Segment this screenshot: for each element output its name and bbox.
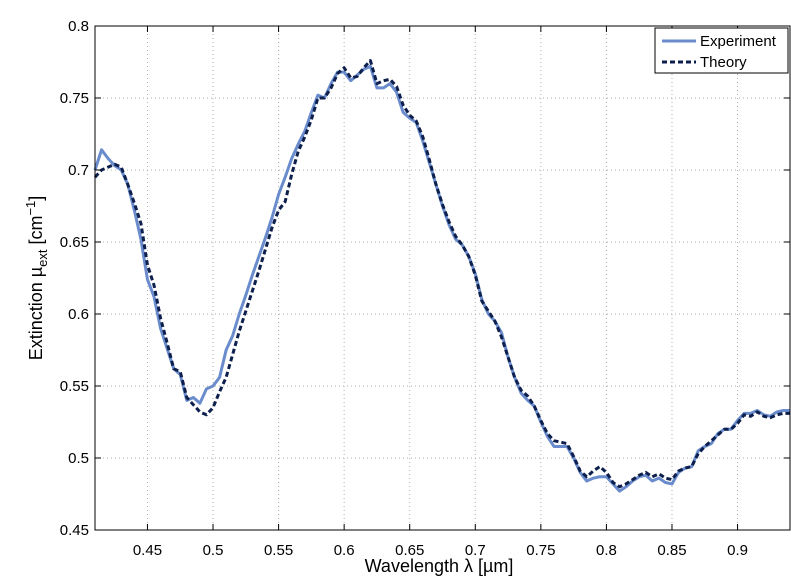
legend: Experiment Theory: [654, 27, 789, 74]
x-tick-label: 0.8: [596, 542, 617, 559]
y-axis-label-subscript: ext: [35, 249, 50, 267]
x-tick-label: 0.65: [395, 542, 424, 559]
y-tick-label: 0.7: [68, 162, 89, 179]
axis-ticks: [95, 25, 790, 531]
y-axis-label: Extinction µext [cm−1]: [23, 196, 50, 361]
x-tick-label: 0.75: [526, 542, 555, 559]
series-lines: [93, 59, 790, 493]
x-tick-label: 0.7: [465, 542, 486, 559]
series-line-theory: [93, 59, 790, 489]
y-axis-label-unit-close: ]: [26, 196, 46, 201]
x-tick-label: 0.85: [657, 542, 686, 559]
y-axis-label-main: Extinction µ: [26, 267, 46, 360]
y-tick-label: 0.75: [60, 90, 89, 107]
y-tick-label: 0.8: [68, 18, 89, 35]
tick-labels: 0.45 0.5 0.55 0.6 0.65 0.7 0.75 0.8 0.85 0.9 0.45 0…: [60, 18, 748, 559]
x-tick-label: 0.5: [203, 542, 224, 559]
x-tick-label: 0.45: [133, 542, 162, 559]
y-axis-label-superscript: −1: [23, 201, 38, 216]
y-axis-label-unit-open: [cm: [26, 216, 46, 250]
y-tick-label: 0.45: [60, 522, 89, 539]
y-tick-label: 0.55: [60, 378, 89, 395]
legend-box: [654, 27, 789, 74]
legend-experiment-label: Experiment: [700, 33, 777, 50]
x-axis-label: Wavelength λ [µm]: [365, 556, 514, 576]
y-tick-label: 0.65: [60, 234, 89, 251]
plot-area: [95, 26, 790, 530]
y-tick-label: 0.6: [68, 306, 89, 323]
x-tick-label: 0.55: [264, 542, 293, 559]
plot-frame: [94, 25, 791, 531]
legend-theory-label: Theory: [700, 54, 747, 71]
x-tick-label: 0.6: [334, 542, 355, 559]
y-tick-label: 0.5: [68, 450, 89, 467]
x-tick-label: 0.9: [727, 542, 748, 559]
